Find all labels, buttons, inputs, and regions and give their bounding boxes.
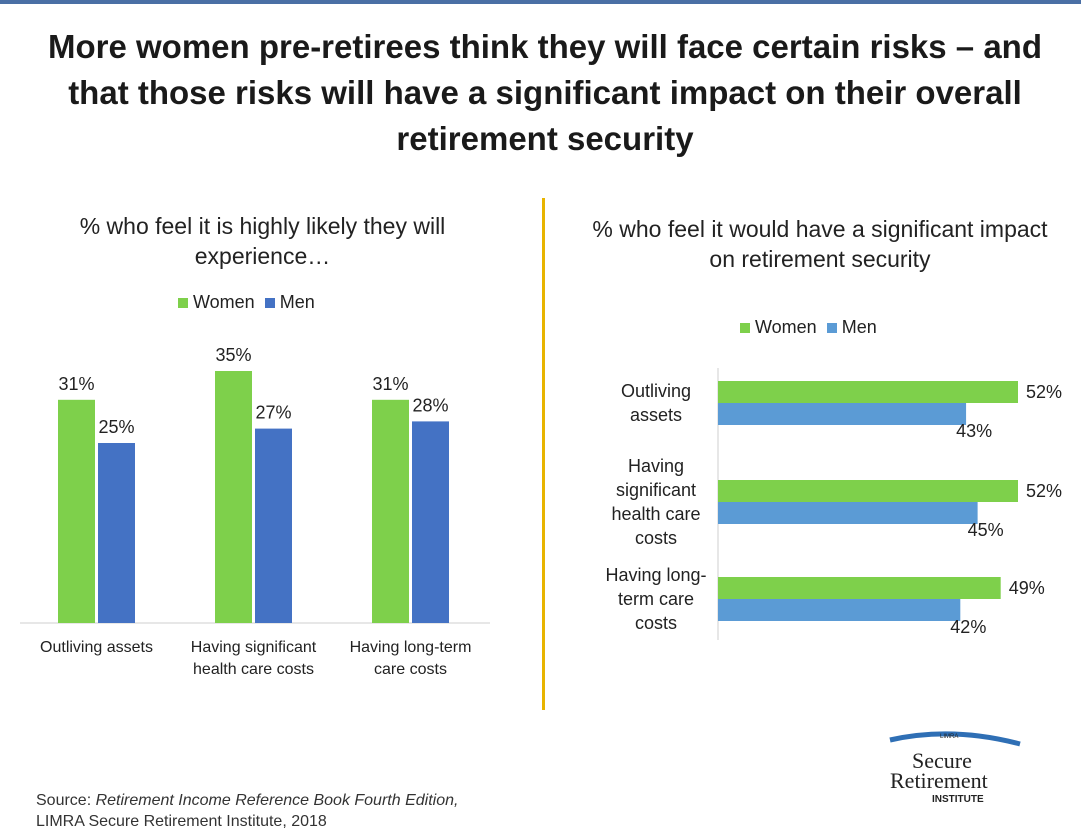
bar-label-men-2: 45% bbox=[968, 520, 1004, 540]
legend-label-women: Women bbox=[755, 317, 817, 337]
legend-label-men: Men bbox=[279, 292, 315, 312]
category-label-3: Having long-term bbox=[350, 639, 472, 656]
secure-retirement-institute-logo: LIMRA Secure Retirement INSTITUTE bbox=[889, 731, 1021, 805]
bar-women-3 bbox=[718, 577, 1001, 599]
bar-label-women-3: 31% bbox=[372, 374, 408, 394]
legend-label-men: Men bbox=[841, 317, 877, 337]
bar-label-women-2: 52% bbox=[1026, 481, 1062, 501]
source-line-1: Source: Retirement Income Reference Book… bbox=[36, 790, 458, 811]
category-label-1: Outliving assets bbox=[40, 639, 153, 656]
legend-swatch-women bbox=[178, 297, 188, 308]
category-label-3: term care bbox=[618, 589, 694, 609]
bar-label-men-3: 28% bbox=[412, 395, 448, 415]
bar-men-1 bbox=[98, 443, 135, 623]
category-label-3: Having long- bbox=[605, 565, 706, 585]
bar-men-1 bbox=[718, 403, 967, 425]
bar-label-women-1: 31% bbox=[58, 374, 94, 394]
source-book: Retirement Income Reference Book Fourth … bbox=[95, 792, 459, 809]
bar-label-women-1: 52% bbox=[1026, 382, 1062, 402]
legend-item-men: Men bbox=[264, 292, 315, 313]
logo-swoosh bbox=[889, 731, 1021, 747]
legend-swatch-men bbox=[826, 322, 837, 333]
bar-label-men-2: 27% bbox=[255, 403, 291, 423]
legend-label-women: Women bbox=[193, 292, 255, 312]
logo-secure: Secure bbox=[912, 748, 972, 773]
bar-label-men-1: 43% bbox=[956, 421, 992, 441]
logo-retirement: Retirement bbox=[890, 768, 988, 793]
page-title: More women pre-retirees think they will … bbox=[47, 28, 1042, 157]
panel-divider bbox=[542, 198, 545, 710]
legend-item-women: Women bbox=[740, 317, 817, 338]
bar-label-women-3: 49% bbox=[1009, 578, 1045, 598]
category-label-2: Having significant bbox=[191, 639, 317, 656]
category-label-2: significant bbox=[616, 480, 696, 500]
bar-label-men-1: 25% bbox=[98, 417, 134, 437]
source-note: Source: Retirement Income Reference Book… bbox=[36, 790, 458, 832]
category-label-1: assets bbox=[630, 405, 682, 425]
bar-label-women-2: 35% bbox=[215, 345, 251, 365]
bar-label-men-3: 42% bbox=[950, 617, 986, 637]
legend-item-men: Men bbox=[826, 317, 877, 338]
bar-men-3 bbox=[412, 421, 449, 623]
bar-women-2 bbox=[718, 480, 1018, 502]
top-rule bbox=[0, 0, 1081, 4]
legend-swatch-women bbox=[740, 322, 750, 333]
category-label-3: care costs bbox=[374, 661, 447, 678]
left-legend: Women Men bbox=[178, 292, 325, 313]
logo-limra: LIMRA bbox=[940, 734, 958, 740]
category-label-2: health care costs bbox=[193, 661, 314, 678]
source-line-2: LIMRA Secure Retirement Institute, 2018 bbox=[36, 813, 327, 830]
bar-men-2 bbox=[255, 428, 292, 623]
category-label-2: costs bbox=[635, 528, 677, 548]
bar-women-3 bbox=[372, 399, 409, 623]
category-label-2: health care bbox=[611, 504, 700, 524]
legend-item-women: Women bbox=[178, 292, 255, 313]
bar-men-3 bbox=[718, 599, 961, 621]
category-label-2: Having bbox=[628, 456, 684, 476]
legend-swatch-men bbox=[264, 297, 275, 308]
right-legend: Women Men bbox=[740, 317, 887, 338]
category-label-1: Outliving bbox=[621, 381, 691, 401]
bar-women-1 bbox=[718, 381, 1018, 403]
category-label-3: costs bbox=[635, 613, 677, 633]
bar-women-2 bbox=[215, 371, 252, 623]
left-chart-title: % who feel it is highly likely they will… bbox=[79, 213, 446, 269]
bar-men-2 bbox=[718, 502, 978, 524]
bar-women-1 bbox=[58, 399, 95, 623]
right-chart-title: % who feel it would have a significant i… bbox=[592, 216, 1048, 272]
source-prefix: Source: bbox=[36, 792, 96, 809]
logo-institute: INSTITUTE bbox=[932, 794, 984, 805]
